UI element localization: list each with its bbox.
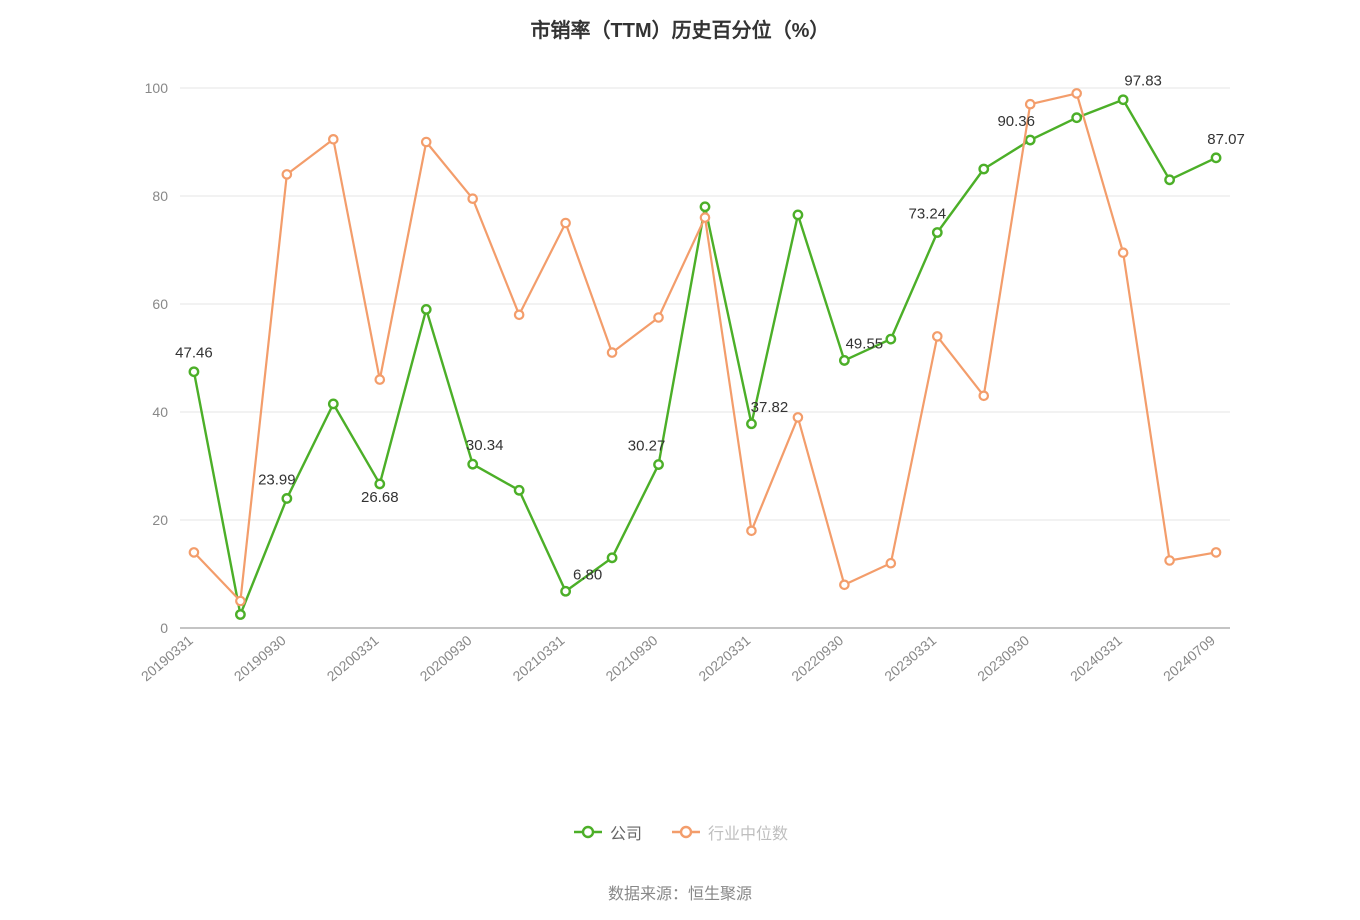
data-point: [422, 138, 430, 146]
svg-text:20240709: 20240709: [1160, 632, 1218, 684]
y-axis: 0 20 40 60 80 100: [145, 80, 169, 636]
grid: [180, 88, 1230, 628]
data-point: [1026, 136, 1034, 144]
value-label: 23.99: [258, 471, 296, 488]
data-point: [608, 554, 616, 562]
svg-text:20200930: 20200930: [417, 632, 475, 684]
svg-text:20230331: 20230331: [881, 632, 939, 684]
data-point: [980, 165, 988, 173]
data-point: [283, 494, 291, 502]
legend-item[interactable]: 行业中位数: [670, 820, 788, 844]
svg-text:0: 0: [160, 620, 168, 636]
data-point: [980, 392, 988, 400]
svg-text:100: 100: [145, 80, 169, 96]
svg-text:20220930: 20220930: [788, 632, 846, 684]
data-point: [654, 313, 662, 321]
svg-text:20: 20: [152, 512, 168, 528]
series-group: [190, 89, 1221, 619]
data-point: [515, 486, 523, 494]
series-行业中位数: [190, 89, 1221, 605]
data-point: [515, 311, 523, 319]
data-point: [1026, 100, 1034, 108]
data-point: [794, 211, 802, 219]
data-point: [236, 610, 244, 618]
svg-text:80: 80: [152, 188, 168, 204]
data-point: [1119, 249, 1127, 257]
data-point: [933, 228, 941, 236]
data-point: [608, 348, 616, 356]
svg-text:20190331: 20190331: [138, 632, 196, 684]
data-point: [933, 332, 941, 340]
value-label: 87.07: [1207, 131, 1245, 148]
data-point: [468, 460, 476, 468]
value-label: 30.27: [628, 438, 666, 455]
value-label: 37.82: [751, 399, 789, 416]
svg-text:20210331: 20210331: [510, 632, 568, 684]
svg-text:60: 60: [152, 296, 168, 312]
svg-text:20210930: 20210930: [602, 632, 660, 684]
value-label: 73.24: [909, 206, 947, 223]
data-point: [794, 413, 802, 421]
data-point: [887, 335, 895, 343]
legend-item[interactable]: 公司: [572, 820, 642, 844]
value-label: 49.55: [846, 335, 884, 352]
legend-label: 公司: [610, 820, 642, 844]
source-text: 数据来源：恒生聚源: [0, 880, 1360, 904]
data-point: [376, 375, 384, 383]
data-point: [840, 581, 848, 589]
data-point: [887, 559, 895, 567]
data-point: [1165, 176, 1173, 184]
data-point: [747, 527, 755, 535]
legend-swatch-icon: [572, 824, 604, 840]
value-label: 6.80: [573, 566, 602, 583]
data-point: [747, 420, 755, 428]
value-label: 97.83: [1124, 73, 1162, 90]
chart-plot: 0 20 40 60 80 100 20190331 20190930 20200331 202…: [124, 70, 1266, 748]
data-point: [561, 219, 569, 227]
data-point: [283, 170, 291, 178]
data-point: [1212, 154, 1220, 162]
data-point: [190, 548, 198, 556]
data-point: [561, 587, 569, 595]
data-point: [468, 195, 476, 203]
x-axis: 20190331 20190930 20200331 20200930 20210331…: [138, 628, 1230, 684]
value-label: 26.68: [361, 489, 399, 506]
value-label: 30.34: [466, 437, 504, 454]
data-point: [1212, 548, 1220, 556]
chart-container: 市销率（TTM）历史百分位（%） 020406080100 2019033120…: [0, 0, 1360, 920]
chart-title: 市销率（TTM）历史百分位（%）: [0, 14, 1360, 43]
legend-label: 行业中位数: [708, 820, 788, 844]
svg-text:40: 40: [152, 404, 168, 420]
svg-text:20240331: 20240331: [1067, 632, 1125, 684]
legend-swatch-icon: [670, 824, 702, 840]
svg-text:20200331: 20200331: [324, 632, 382, 684]
data-point: [840, 356, 848, 364]
value-label: 90.36: [997, 113, 1035, 130]
data-point: [1165, 556, 1173, 564]
data-point: [236, 597, 244, 605]
data-point: [422, 305, 430, 313]
data-point: [190, 368, 198, 376]
data-point: [376, 480, 384, 488]
series-公司: [190, 96, 1221, 619]
svg-text:20230930: 20230930: [974, 632, 1032, 684]
data-point: [1072, 114, 1080, 122]
data-point: [654, 460, 662, 468]
legend: 公司 行业中位数: [0, 820, 1360, 845]
data-point: [701, 203, 709, 211]
data-point: [1072, 89, 1080, 97]
value-label: 47.46: [175, 345, 213, 362]
data-point: [329, 400, 337, 408]
svg-text:20190930: 20190930: [231, 632, 289, 684]
data-point: [701, 213, 709, 221]
data-point: [329, 135, 337, 143]
data-point: [1119, 96, 1127, 104]
svg-text:20220331: 20220331: [695, 632, 753, 684]
